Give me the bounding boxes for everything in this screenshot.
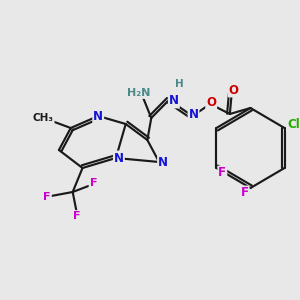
- Text: F: F: [218, 167, 226, 179]
- Text: O: O: [229, 83, 239, 97]
- Text: N: N: [114, 152, 124, 164]
- Text: O: O: [206, 97, 216, 110]
- Text: N: N: [158, 155, 168, 169]
- Text: F: F: [73, 211, 80, 221]
- Text: N: N: [188, 109, 199, 122]
- Text: CH₃: CH₃: [33, 113, 54, 123]
- Text: H₂N: H₂N: [127, 88, 150, 98]
- Text: N: N: [93, 110, 103, 122]
- Text: F: F: [44, 192, 51, 202]
- Text: F: F: [241, 187, 249, 200]
- Text: F: F: [90, 178, 97, 188]
- Text: Cl: Cl: [287, 118, 300, 131]
- Text: N: N: [169, 94, 179, 107]
- Text: H: H: [176, 79, 184, 89]
